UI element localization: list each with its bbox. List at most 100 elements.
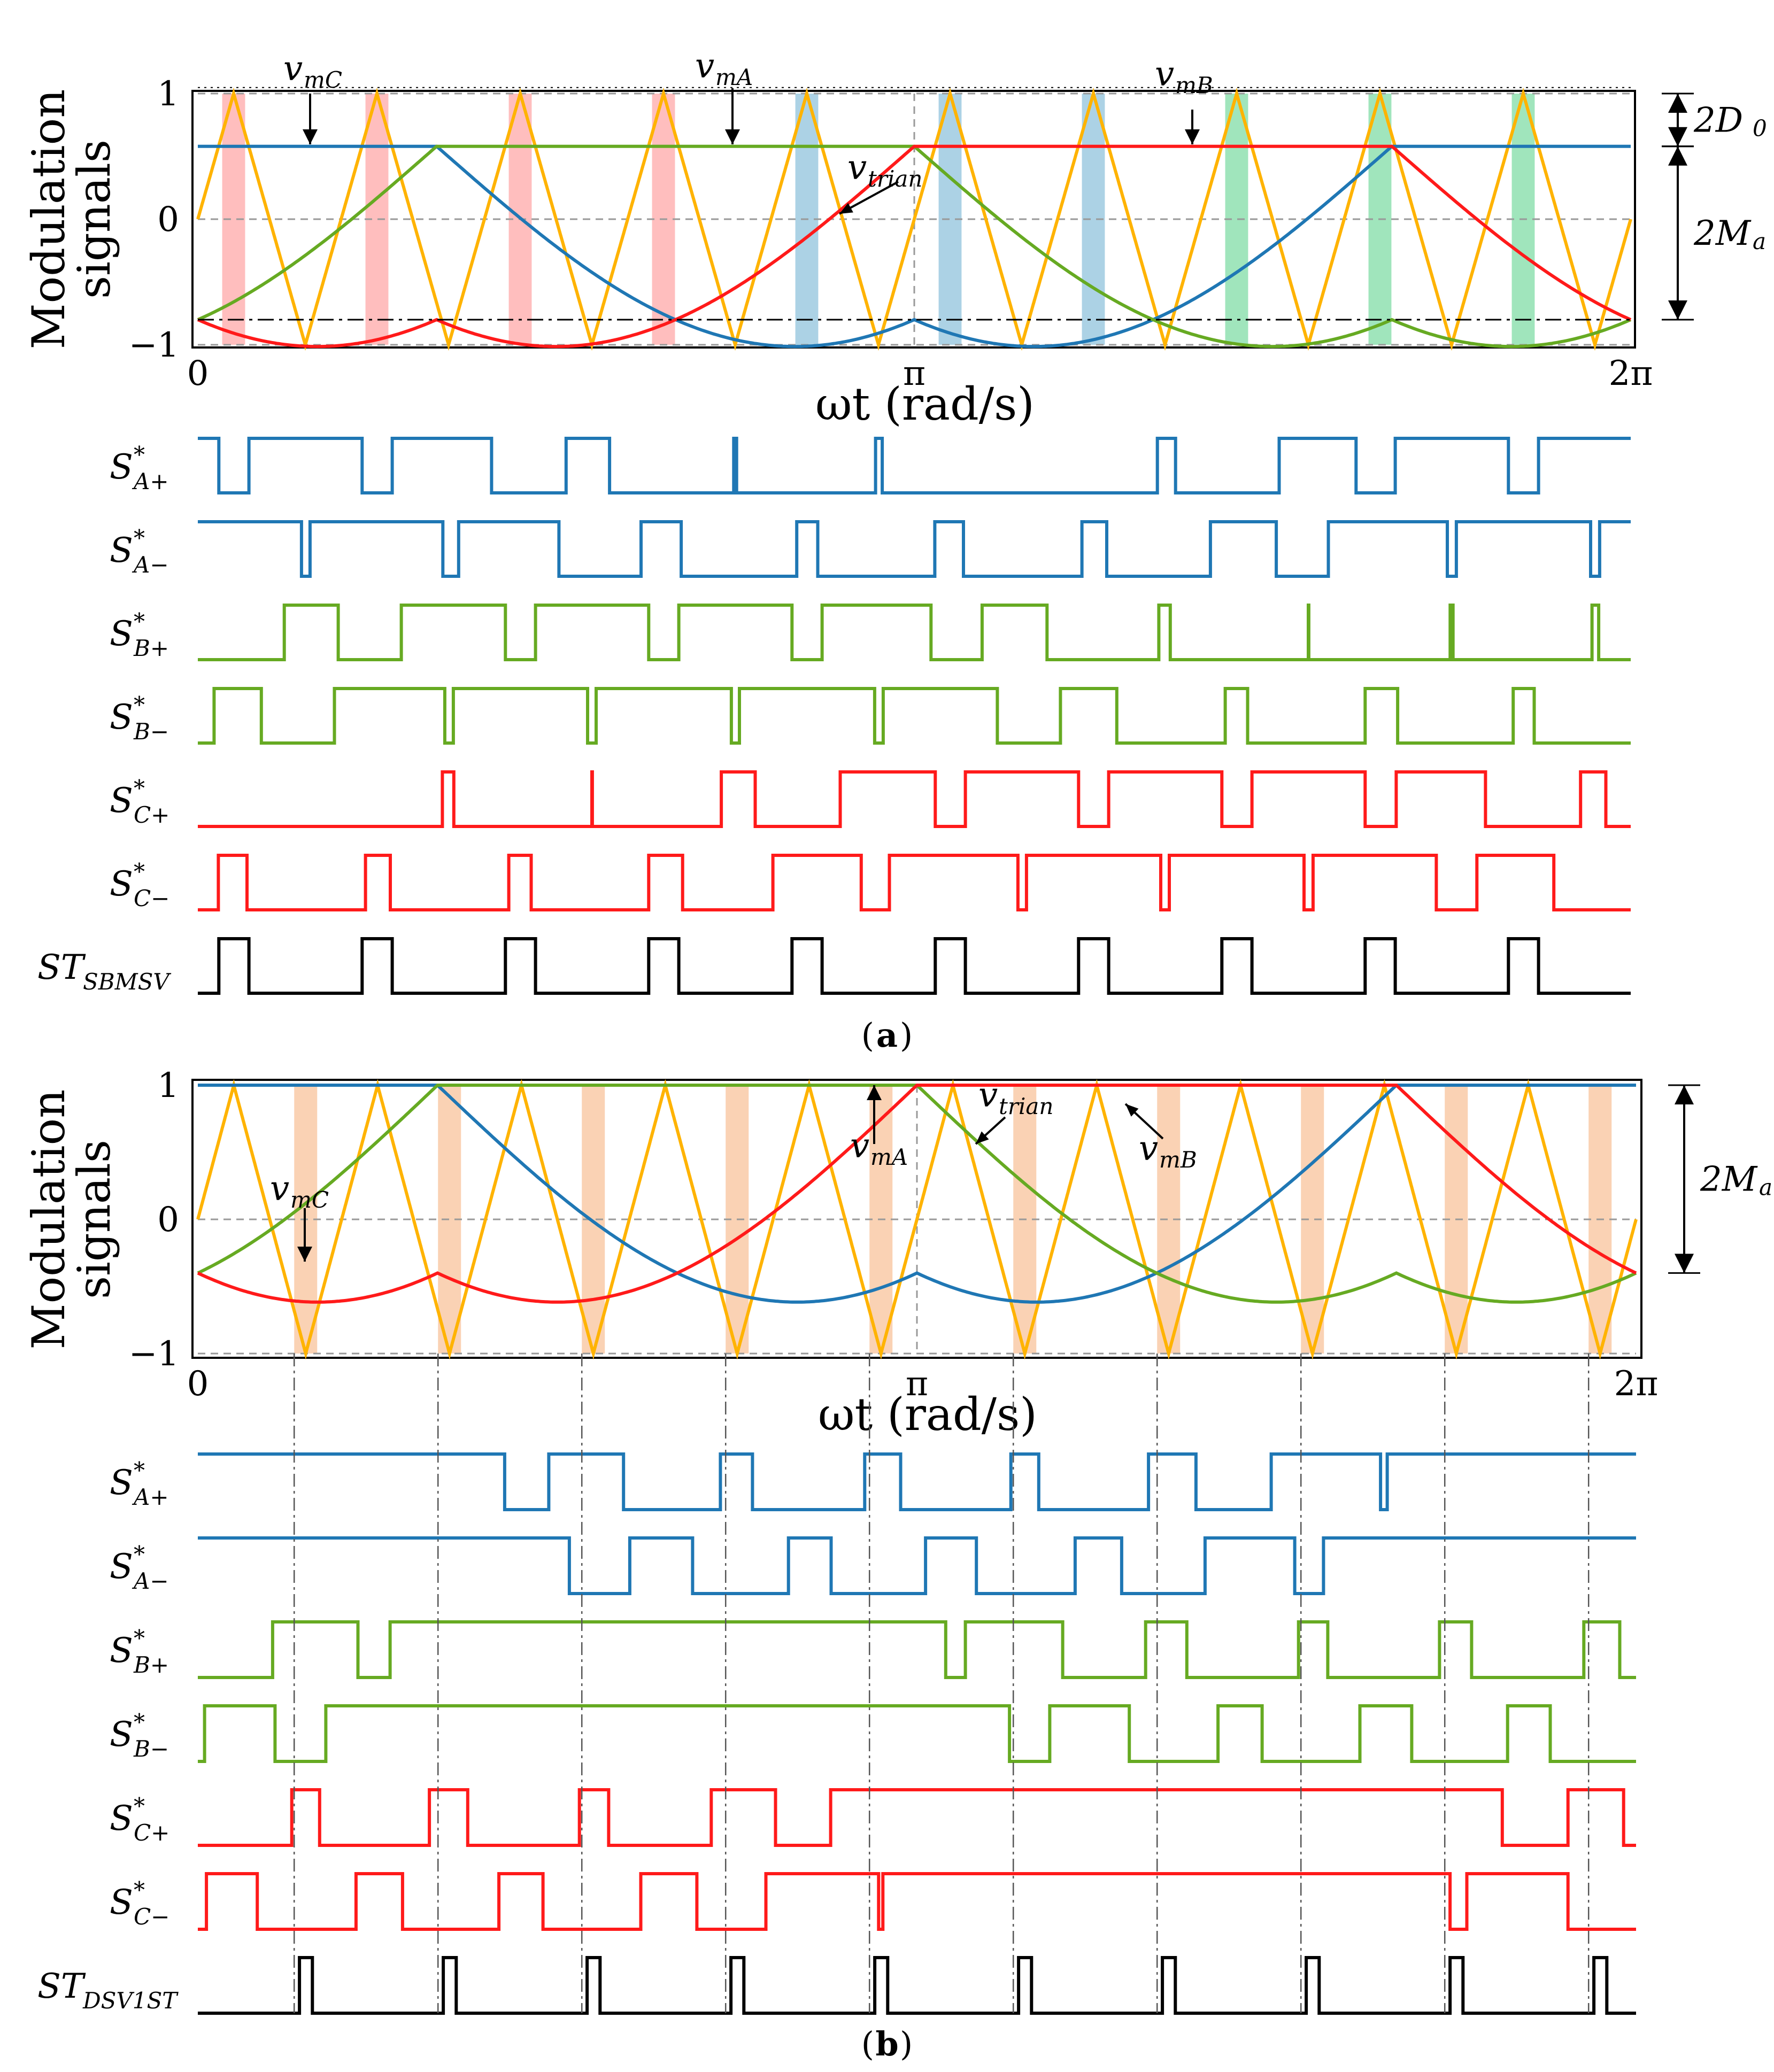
gate-label-star: * bbox=[134, 775, 145, 801]
modulation-line-v_mC bbox=[197, 1084, 1637, 1304]
gate-label-0: S *A+ bbox=[110, 442, 169, 494]
x-tick-label: π bbox=[906, 1364, 928, 1404]
y-axis-label-line2: signals bbox=[68, 140, 120, 299]
gate-label-main: S bbox=[110, 447, 133, 487]
gate-label-3: S *B− bbox=[110, 1709, 169, 1762]
signal-label-vmC: v mC bbox=[270, 1169, 329, 1262]
gate-label-star: * bbox=[134, 442, 145, 468]
signal-label-vmB: v mB bbox=[1124, 1103, 1197, 1173]
y-tick-label: 1 bbox=[157, 74, 179, 114]
signal-label-sub: mB bbox=[1159, 1147, 1197, 1173]
x-tick-label: 2π bbox=[1614, 1364, 1659, 1404]
signal-label-main: v bbox=[1139, 1129, 1158, 1169]
dimension-arrow-2D0-head bbox=[1668, 127, 1687, 146]
gate-label-4: S *C+ bbox=[110, 1793, 169, 1846]
gate-label-star: * bbox=[134, 1709, 145, 1735]
gate-signal-trace-4 bbox=[198, 770, 1631, 828]
modulation-line-v_mC bbox=[197, 144, 1632, 349]
x-tick-label: 2π bbox=[1609, 354, 1653, 393]
gate-signal-trace-4 bbox=[198, 1788, 1636, 1847]
gate-label-3: S *B− bbox=[110, 692, 169, 745]
gate-label-sub: C+ bbox=[134, 1820, 169, 1846]
signal-label-main: v bbox=[270, 1169, 289, 1209]
signal-label-vmB: v mB bbox=[1155, 55, 1213, 144]
gate-label-star: * bbox=[134, 608, 145, 635]
signal-label-sub: mA bbox=[870, 1144, 908, 1170]
gate-label-sub: A+ bbox=[132, 1484, 169, 1510]
gate-signal-trace-3 bbox=[198, 687, 1631, 745]
gate-signal-trace-5 bbox=[198, 854, 1631, 911]
signal-label-sub: mC bbox=[290, 1187, 329, 1213]
dimension-arrow-2Ma-head bbox=[1668, 146, 1687, 166]
gate-label-star: * bbox=[134, 1541, 145, 1567]
gate-signal-trace-6 bbox=[198, 937, 1631, 995]
dimension-label-2D0-sub: 0 bbox=[1753, 115, 1767, 141]
y-tick-label: 1 bbox=[157, 1066, 179, 1105]
gate-label-5: S *C− bbox=[110, 1877, 169, 1930]
signal-label-vmC: v mC bbox=[283, 49, 342, 144]
caption-paren-close: ) bbox=[900, 1016, 913, 1055]
gate-signal-trace-2 bbox=[198, 1620, 1636, 1679]
signal-label-sub: trian bbox=[999, 1093, 1053, 1119]
gate-label-sub: C+ bbox=[134, 802, 169, 828]
gate-signal-trace-1 bbox=[198, 520, 1631, 578]
gate-label-sub: B+ bbox=[133, 635, 169, 661]
signal-label-main: v bbox=[978, 1076, 998, 1115]
gate-label-star: * bbox=[134, 1877, 145, 1903]
signal-label-vtrian: v trian bbox=[975, 1076, 1053, 1145]
gate-label-star: * bbox=[134, 692, 145, 718]
gate-label-main: S bbox=[110, 864, 133, 904]
gate-signal-trace-6 bbox=[198, 1956, 1636, 2015]
x-tick-label: 0 bbox=[187, 354, 209, 393]
gate-label-main: ST bbox=[37, 1967, 86, 2006]
signal-label-main: v bbox=[1155, 55, 1174, 94]
gate-label-star: * bbox=[134, 1625, 145, 1651]
caption-paren-open: ( bbox=[861, 1016, 874, 1055]
gate-label-sub: DSV1ST bbox=[82, 1988, 179, 2014]
gate-label-sub: B− bbox=[133, 1736, 169, 1762]
annotation-arrow-head bbox=[297, 1247, 312, 1262]
annotation-arrow-head bbox=[725, 129, 740, 144]
gate-label-main: S bbox=[110, 1463, 133, 1503]
signal-label-vmA: v mA bbox=[695, 47, 753, 144]
gate-label-main: S bbox=[110, 1547, 133, 1587]
gate-signal-trace-2 bbox=[198, 604, 1631, 661]
signal-label-sub: trian bbox=[868, 166, 922, 192]
gate-label-0: S *A+ bbox=[110, 1457, 169, 1510]
gate-label-sub: C− bbox=[134, 1904, 169, 1930]
annotation-arrow-head bbox=[1125, 1104, 1139, 1117]
gate-label-main: S bbox=[110, 1631, 133, 1671]
plot-frame bbox=[191, 1079, 1642, 1359]
signal-label-main: v bbox=[695, 47, 714, 86]
gate-label-sub: A− bbox=[132, 552, 169, 578]
x-tick-label: π bbox=[903, 354, 925, 393]
gate-label-5: S *C− bbox=[110, 859, 169, 911]
caption-paren-close: ) bbox=[900, 2024, 913, 2063]
gate-label-2: S *B+ bbox=[110, 1625, 169, 1678]
dimension-arrow-2Ma-head bbox=[1668, 300, 1687, 320]
gate-label-main: S bbox=[110, 614, 133, 654]
dimension-arrow-2Ma-head bbox=[1675, 1254, 1694, 1273]
caption-letter: a bbox=[876, 1016, 898, 1055]
gate-label-main: S bbox=[110, 698, 133, 737]
annotation-arrow-head bbox=[839, 203, 853, 214]
gate-signal-trace-5 bbox=[198, 1872, 1636, 1931]
gate-label-star: * bbox=[134, 859, 145, 885]
y-tick-label: −1 bbox=[129, 1334, 179, 1374]
signal-label-vmA: v mA bbox=[850, 1085, 908, 1170]
caption-paren-open: ( bbox=[861, 2024, 874, 2063]
gate-label-star: * bbox=[134, 525, 145, 551]
dimension-label-2Ma: 2M bbox=[1693, 214, 1752, 253]
signal-label-sub: mB bbox=[1175, 72, 1213, 98]
gate-label-1: S *A− bbox=[110, 1541, 169, 1594]
gate-label-sub: B+ bbox=[133, 1652, 169, 1678]
gate-signal-trace-3 bbox=[198, 1704, 1636, 1763]
y-axis-label-line1: Modulation bbox=[22, 89, 75, 350]
gate-label-main: ST bbox=[37, 948, 86, 987]
carrier-triangle-line bbox=[196, 1079, 1638, 1360]
